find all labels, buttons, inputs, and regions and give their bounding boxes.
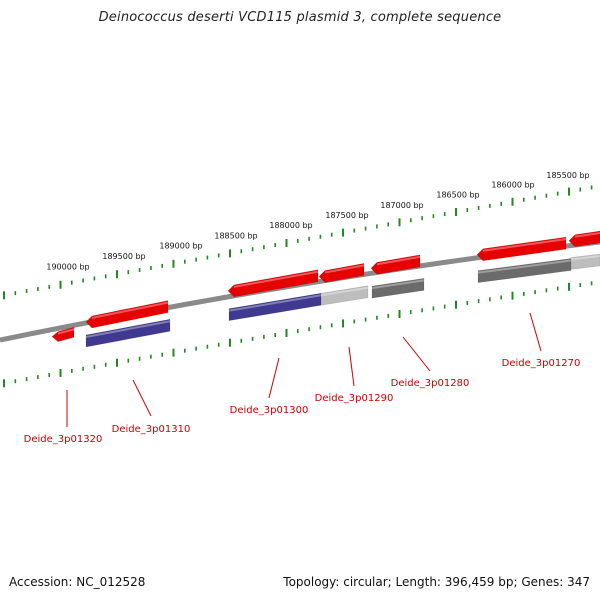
ruler-inner	[3, 281, 593, 388]
ruler-label: 189000 bp	[159, 241, 202, 250]
cds-track	[570, 253, 600, 270]
gene-label: Deide_3p01290	[315, 393, 394, 404]
gene-leader	[132, 379, 152, 417]
gene-labels: Deide_3p01320 Deide_3p01310 Deide_3p01300 D…	[24, 312, 581, 445]
ruler-label: 188000 bp	[269, 221, 312, 230]
gene-leader	[348, 346, 355, 387]
ruler-labels: 190000 bp 189500 bp 189000 bp 188500 bp 1880…	[46, 171, 589, 272]
gene-arrow	[568, 230, 600, 248]
gene-arrow-shine	[377, 255, 420, 266]
map-title: Deinococcus deserti VCD115 plasmid 3, co…	[98, 10, 502, 25]
gene-arrow	[51, 326, 75, 342]
gene-arrow-shine	[92, 301, 168, 319]
gene-arrow-shine	[483, 238, 566, 252]
ruler-label: 189500 bp	[102, 252, 145, 261]
gene-arrow	[318, 263, 365, 283]
cds-track-shine	[86, 320, 170, 338]
gene-label: Deide_3p01280	[391, 378, 470, 389]
accession-text: Accession: NC_012528	[9, 575, 146, 589]
ruler-label: 186000 bp	[491, 181, 534, 190]
gene-label: Deide_3p01300	[230, 405, 309, 416]
cds-track-shine	[321, 286, 368, 297]
gene-label: Deide_3p01320	[24, 434, 103, 445]
gene-arrow-shine	[234, 270, 318, 288]
ruler-label: 185500 bp	[546, 171, 589, 180]
cds-track-shine	[372, 279, 424, 290]
gene-arrow	[227, 269, 319, 298]
ruler-label: 187500 bp	[325, 211, 368, 220]
cds-track	[371, 277, 425, 299]
ruler-label: 190000 bp	[46, 262, 89, 271]
gene-arrow	[85, 300, 169, 329]
gene-arrow-shine	[325, 264, 364, 274]
gene-leader	[529, 312, 542, 352]
ruler-label: 186500 bp	[436, 191, 479, 200]
cds-track	[85, 318, 171, 348]
ruler-label: 187000 bp	[380, 201, 423, 210]
gene-features	[51, 230, 600, 348]
gene-label: Deide_3p01270	[502, 358, 581, 369]
ruler-label: 188500 bp	[214, 231, 257, 240]
summary-text: Topology: circular; Length: 396,459 bp; …	[283, 575, 590, 589]
gene-arrow-shine	[575, 232, 600, 238]
cds-track-shine	[571, 255, 600, 261]
gene-arrow	[370, 254, 421, 275]
cds-track-shine	[478, 259, 571, 274]
gene-leader	[268, 357, 280, 399]
gene-label: Deide_3p01310	[112, 424, 191, 435]
gene-arrow-shine	[58, 328, 74, 335]
cds-track-shine	[229, 294, 321, 312]
cds-track	[320, 285, 369, 306]
gene-leader	[402, 336, 431, 372]
ruler-outer	[3, 185, 593, 300]
gene-arrow	[476, 236, 567, 262]
